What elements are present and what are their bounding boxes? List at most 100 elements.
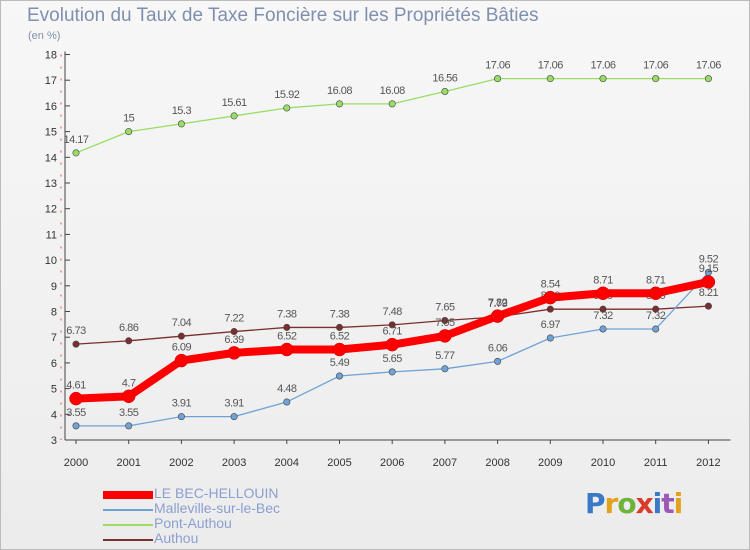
y-tick-label: 6 bbox=[51, 358, 57, 370]
data-label: 6.71 bbox=[382, 326, 402, 338]
data-point bbox=[69, 391, 83, 406]
data-label: 5.49 bbox=[330, 357, 350, 369]
x-tick-label: 2002 bbox=[169, 457, 193, 469]
y-tick-label: 10 bbox=[45, 255, 57, 267]
data-label: 8.71 bbox=[593, 274, 613, 286]
data-label: 17.06 bbox=[696, 60, 721, 72]
data-label: 15.3 bbox=[172, 105, 192, 117]
legend-label: Malleville-sur-le-Bec bbox=[154, 500, 281, 516]
y-tick-label: 9 bbox=[51, 281, 57, 293]
data-label: 4.48 bbox=[277, 383, 297, 395]
data-point bbox=[125, 422, 133, 430]
data-point bbox=[280, 342, 294, 357]
y-tick-label: 11 bbox=[46, 229, 57, 241]
data-label: 17.06 bbox=[643, 60, 668, 72]
data-label: 7.32 bbox=[593, 310, 613, 322]
data-point bbox=[388, 368, 396, 376]
data-point bbox=[652, 305, 660, 313]
data-point bbox=[596, 286, 610, 301]
data-label: 15.61 bbox=[222, 97, 247, 109]
data-point bbox=[494, 75, 502, 83]
data-point bbox=[332, 342, 347, 357]
data-point bbox=[335, 372, 343, 380]
data-label: 3.91 bbox=[224, 398, 244, 410]
legend-label: Authou bbox=[154, 530, 199, 546]
data-label: 7.48 bbox=[382, 306, 402, 318]
data-point bbox=[177, 120, 185, 128]
legend-swatch bbox=[103, 539, 153, 541]
data-label: 6.73 bbox=[66, 325, 86, 337]
data-point bbox=[177, 413, 185, 421]
data-label: 7.38 bbox=[330, 308, 350, 320]
y-tick-label: 14 bbox=[45, 152, 57, 164]
data-point bbox=[335, 100, 343, 108]
data-label: 7.38 bbox=[277, 308, 297, 320]
y-unit-label: (en %) bbox=[28, 30, 61, 42]
data-label: 6.09 bbox=[172, 342, 192, 354]
y-tick-label: 15 bbox=[45, 127, 57, 139]
data-label: 4.7 bbox=[122, 377, 136, 389]
data-point bbox=[704, 75, 712, 83]
data-point bbox=[283, 323, 291, 331]
data-label: 17.06 bbox=[538, 60, 563, 72]
data-label: 5.65 bbox=[382, 353, 402, 365]
data-point bbox=[652, 325, 660, 333]
data-point bbox=[546, 334, 554, 342]
data-label: 7.05 bbox=[435, 317, 455, 329]
data-point bbox=[441, 365, 449, 373]
x-tick-label: 2009 bbox=[538, 457, 562, 469]
data-label: 6.06 bbox=[488, 342, 508, 354]
data-label: 9.52 bbox=[699, 253, 719, 265]
data-point bbox=[283, 398, 291, 406]
data-label: 8.71 bbox=[646, 274, 666, 286]
legend-swatch bbox=[103, 524, 153, 526]
data-point bbox=[335, 323, 343, 331]
data-point bbox=[546, 305, 554, 313]
y-tick-label: 5 bbox=[51, 384, 57, 396]
data-point bbox=[704, 302, 712, 310]
y-tick-label: 16 bbox=[45, 101, 57, 113]
y-tick-label: 3 bbox=[51, 435, 57, 447]
data-label: 6.39 bbox=[224, 334, 244, 346]
data-label: 5.77 bbox=[435, 350, 455, 362]
data-label: 3.91 bbox=[172, 398, 192, 410]
data-point bbox=[388, 100, 396, 108]
y-tick-label: 13 bbox=[45, 178, 57, 190]
x-tick-label: 2000 bbox=[64, 457, 88, 469]
data-point bbox=[494, 357, 502, 365]
data-label: 3.55 bbox=[66, 407, 86, 419]
data-label: 7.04 bbox=[172, 317, 192, 329]
data-label: 17.06 bbox=[485, 60, 510, 72]
data-label: 16.08 bbox=[327, 85, 352, 97]
legend-label: LE BEC-HELLOUIN bbox=[154, 485, 279, 501]
data-label: 9.15 bbox=[699, 263, 719, 275]
data-label: 8.54 bbox=[541, 279, 561, 291]
x-tick-label: 2007 bbox=[433, 457, 457, 469]
data-point bbox=[599, 75, 607, 83]
data-point bbox=[125, 337, 133, 345]
y-tick-label: 18 bbox=[45, 50, 57, 62]
data-label: 17.06 bbox=[590, 60, 615, 72]
data-label: 8.21 bbox=[699, 287, 719, 299]
x-tick-label: 2004 bbox=[275, 457, 299, 469]
legend-swatch bbox=[103, 509, 153, 511]
series-le-bec-hellouin: 4.61 4.7 6.09 6.39 6.52 6.52 6.71 7.05 7.82 8.54 8… bbox=[66, 263, 719, 406]
y-tick-label: 4 bbox=[51, 409, 57, 421]
chart-title: Evolution du Taux de Taxe Foncière sur l… bbox=[27, 5, 539, 26]
data-point bbox=[125, 128, 133, 136]
data-point bbox=[441, 316, 449, 324]
y-tick-label: 8 bbox=[51, 307, 57, 319]
data-point bbox=[652, 75, 660, 83]
data-point bbox=[230, 112, 238, 120]
data-label: 14.17 bbox=[63, 134, 88, 146]
data-point bbox=[230, 328, 238, 336]
data-point bbox=[230, 413, 238, 421]
x-tick-label: 2010 bbox=[591, 457, 615, 469]
data-point bbox=[72, 340, 80, 348]
data-point bbox=[490, 309, 505, 323]
x-tick-label: 2008 bbox=[485, 457, 509, 469]
data-label: 6.97 bbox=[541, 319, 561, 331]
data-label: 3.55 bbox=[119, 407, 139, 419]
